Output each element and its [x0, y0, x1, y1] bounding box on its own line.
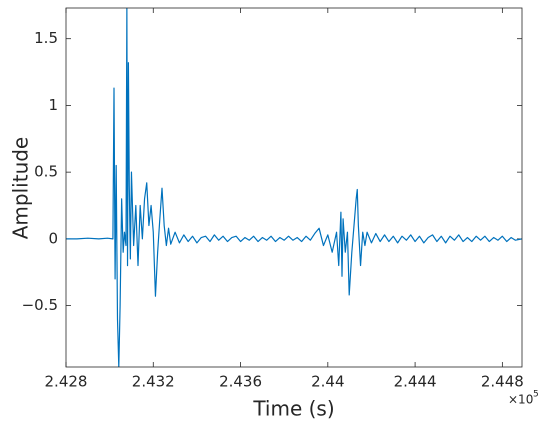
x-tick-label: 2.428: [45, 373, 88, 391]
x-tick-label: 2.44: [311, 373, 344, 391]
plot-frame: [65, 7, 523, 368]
y-tick-label: 1: [48, 96, 58, 114]
x-axis-label: Time (s): [252, 397, 334, 421]
x-exponent: 5: [533, 390, 539, 400]
signal-line: [66, 8, 522, 367]
x-tick-label: 2.436: [219, 373, 262, 391]
y-tick-label: 1.5: [34, 29, 58, 47]
x-tick-label: 2.444: [394, 373, 437, 391]
y-tick-label: 0: [48, 229, 58, 247]
x-exponent-base: ×10: [508, 393, 533, 407]
plot-background: [66, 8, 522, 367]
y-tick-label: −0.5: [22, 296, 58, 314]
y-axis-label: Amplitude: [9, 137, 33, 240]
x-tick-label: 2.448: [481, 373, 524, 391]
x-tick-label: 2.432: [132, 373, 175, 391]
y-tick-label: 0.5: [34, 163, 58, 181]
